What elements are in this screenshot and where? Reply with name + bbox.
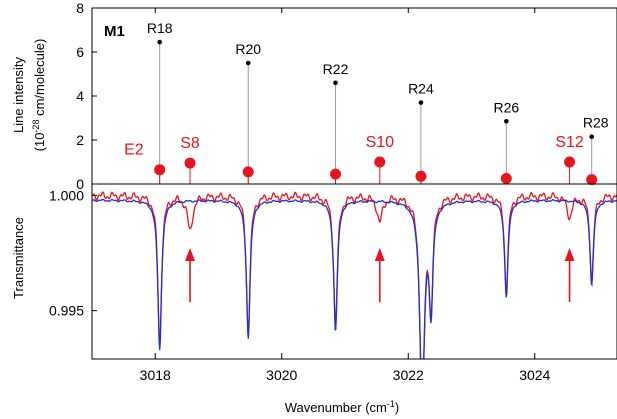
bottom-ylabel: Transmittance bbox=[11, 217, 26, 299]
top-ytick-label: 6 bbox=[76, 44, 84, 60]
line-intensity-panel: 0 2 4 6 8 R18 R20 R22 R24 R26 R28 E2 S8 S10 S12 bbox=[76, 0, 617, 192]
red-stem-point bbox=[184, 157, 196, 169]
top-ytick-label: 4 bbox=[76, 88, 84, 104]
black-stem-point bbox=[157, 39, 162, 45]
red-stem-label: S12 bbox=[555, 134, 584, 151]
red-stem-label: S8 bbox=[180, 135, 200, 152]
red-arrow-head bbox=[564, 248, 575, 261]
bottom-ytick-label: 0.995 bbox=[49, 303, 84, 319]
black-stem-point bbox=[504, 119, 509, 124]
measured-spectrum-line bbox=[92, 191, 617, 359]
top-ytick-label: 8 bbox=[76, 0, 84, 16]
black-stem-label: R26 bbox=[493, 99, 519, 115]
red-stem-point bbox=[564, 156, 576, 168]
black-stem-point bbox=[418, 100, 424, 105]
x-axis-label-prefix: Wavenumber (cm bbox=[285, 400, 387, 415]
black-stem-point bbox=[333, 80, 338, 86]
red-arrow-head bbox=[374, 248, 385, 261]
red-stem-point bbox=[330, 168, 342, 180]
red-stem-point bbox=[500, 173, 512, 184]
black-stem-label: R28 bbox=[583, 115, 609, 131]
bottom-xtick-label: 3024 bbox=[519, 367, 550, 383]
red-stem-point bbox=[415, 170, 427, 182]
top-ytick-label: 2 bbox=[76, 132, 84, 148]
red-stem-point bbox=[242, 166, 254, 178]
bottom-xtick-label: 3018 bbox=[140, 367, 171, 383]
black-stem-point bbox=[589, 134, 594, 139]
red-stem-point bbox=[154, 164, 166, 176]
black-stem-label: R22 bbox=[323, 61, 349, 77]
black-stem-label: R20 bbox=[235, 41, 261, 57]
transmittance-panel: 0.995 1.000 3018 3020 3022 3024 bbox=[49, 183, 617, 383]
top-ylabel-units-suffix: cm/molecule) bbox=[32, 39, 47, 120]
top-ylabel-units-prefix: (10 bbox=[32, 133, 47, 152]
top-ytick-label: 0 bbox=[76, 176, 84, 192]
bottom-panel-frame bbox=[91, 183, 617, 360]
red-stem-point bbox=[374, 156, 386, 168]
x-axis-label: Wavenumber (cm-1) bbox=[285, 399, 399, 415]
top-ylabel: Line intensity bbox=[11, 57, 26, 133]
black-stem-point bbox=[245, 60, 251, 66]
black-stem-label: R18 bbox=[147, 20, 173, 36]
red-arrow-head bbox=[185, 248, 196, 261]
red-stem-label: E2 bbox=[124, 142, 144, 159]
bottom-ytick-label: 1.000 bbox=[49, 188, 84, 204]
simulated-spectrum-line bbox=[92, 198, 617, 359]
bottom-spectra bbox=[92, 191, 617, 359]
top-ylabel-units: (10-28 cm/molecule) bbox=[31, 39, 47, 152]
top-ylabel-exponent: -28 bbox=[31, 120, 41, 133]
panel-label: M1 bbox=[104, 23, 125, 40]
x-axis-label-exponent: -1 bbox=[387, 399, 395, 409]
red-stem-point bbox=[586, 174, 598, 186]
black-stem-label: R24 bbox=[408, 81, 434, 97]
bottom-xtick-label: 3022 bbox=[393, 367, 424, 383]
x-axis-label-suffix: ) bbox=[395, 400, 399, 415]
red-stem-label: S10 bbox=[366, 134, 395, 151]
bottom-xtick-label: 3020 bbox=[266, 367, 297, 383]
